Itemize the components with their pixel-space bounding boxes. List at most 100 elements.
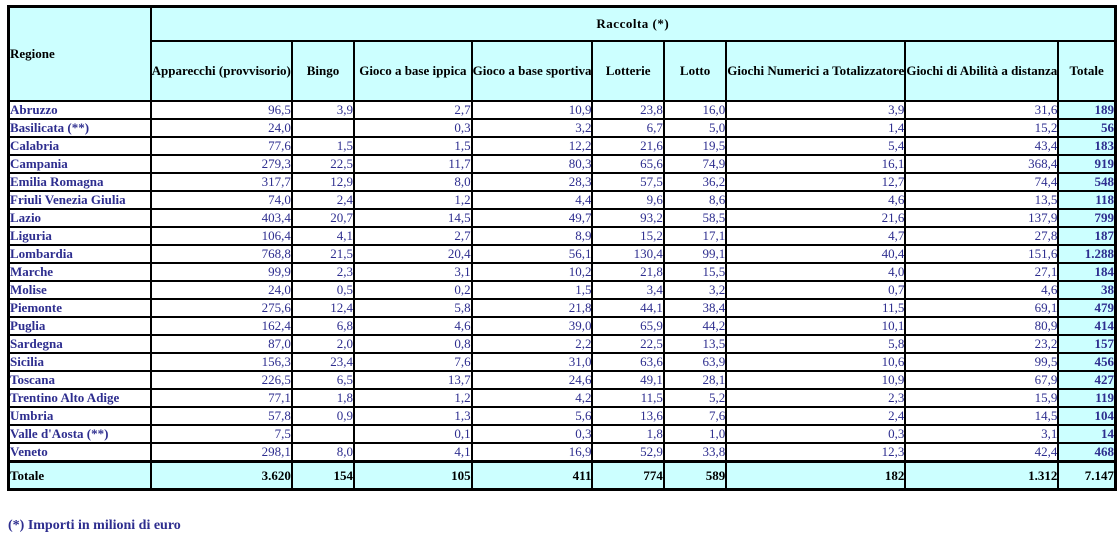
value-cell: 57,8 xyxy=(149,406,293,426)
value-cell: 10,6 xyxy=(725,352,907,372)
value-cell: 15,2 xyxy=(904,118,1060,138)
value-cell: 21,6 xyxy=(725,208,907,228)
table-row: Sardegna 87,0 2,0 0,8 2,2 22,5 13,5 5,8 23,2 157 xyxy=(7,334,1117,354)
value-cell: 16,0 xyxy=(662,100,728,120)
value-cell: 7,5 xyxy=(149,424,293,444)
table-row: Trentino Alto Adige 77,1 1,8 1,2 4,2 11,5 5,2 2… xyxy=(7,388,1117,408)
row-total-cell: 799 xyxy=(1057,208,1117,228)
value-cell: 23,2 xyxy=(904,334,1060,354)
region-name-cell: Piemonte xyxy=(7,298,152,318)
region-name-cell: Lombardia xyxy=(7,244,152,264)
value-cell: 49,1 xyxy=(591,370,665,390)
value-cell: 14,5 xyxy=(904,406,1060,426)
value-cell: 69,1 xyxy=(904,298,1060,318)
table-body: Abruzzo 96,5 3,9 2,7 10,9 23,8 16,0 3,9 31,6 189 B… xyxy=(7,100,1117,463)
value-cell: 6,7 xyxy=(591,118,665,138)
value-cell: 63,9 xyxy=(662,352,728,372)
row-total-cell: 56 xyxy=(1057,118,1117,138)
value-cell: 28,3 xyxy=(470,172,594,192)
table-row: Friuli Venezia Giulia 74,0 2,4 1,2 4,4 9,6 8,6… xyxy=(7,190,1117,210)
row-total-cell: 468 xyxy=(1057,442,1117,463)
value-cell: 44,1 xyxy=(591,298,665,318)
region-name-cell: Calabria xyxy=(7,136,152,156)
row-total-cell: 427 xyxy=(1057,370,1117,390)
value-cell: 4,1 xyxy=(353,442,473,463)
value-cell: 0,3 xyxy=(725,424,907,444)
table-row: Liguria 106,4 4,1 2,7 8,9 15,2 17,1 4,7 27,8 187 xyxy=(7,226,1117,246)
row-total-cell: 189 xyxy=(1057,100,1117,120)
region-name-cell: Molise xyxy=(7,280,152,300)
value-cell: 8,0 xyxy=(290,442,356,463)
value-cell: 4,6 xyxy=(904,280,1060,300)
value-cell: 0,5 xyxy=(290,280,356,300)
value-cell: 10,2 xyxy=(470,262,594,282)
grand-total-value-cell: 182 xyxy=(725,460,907,491)
value-cell: 12,4 xyxy=(290,298,356,318)
value-cell: 38,4 xyxy=(662,298,728,318)
value-cell xyxy=(290,424,356,444)
column-header-lotterie: Lotterie xyxy=(591,40,665,102)
row-total-cell: 187 xyxy=(1057,226,1117,246)
region-name-cell: Campania xyxy=(7,154,152,174)
value-cell xyxy=(290,118,356,138)
value-cell: 77,6 xyxy=(149,136,293,156)
row-total-cell: 1.288 xyxy=(1057,244,1117,264)
region-name-cell: Friuli Venezia Giulia xyxy=(7,190,152,210)
table-row: Valle d'Aosta (**) 7,5 0,1 0,3 1,8 1,0 0,3 3,1 1… xyxy=(7,424,1117,444)
region-name-cell: Toscana xyxy=(7,370,152,390)
region-name-cell: Marche xyxy=(7,262,152,282)
value-cell: 80,9 xyxy=(904,316,1060,336)
value-cell: 93,2 xyxy=(591,208,665,228)
value-cell: 63,6 xyxy=(591,352,665,372)
grand-total-value-cell: 774 xyxy=(591,460,665,491)
value-cell: 31,6 xyxy=(904,100,1060,120)
region-name-cell: Valle d'Aosta (**) xyxy=(7,424,152,444)
column-header-lotto: Lotto xyxy=(662,40,728,102)
value-cell: 52,9 xyxy=(591,442,665,463)
value-cell: 1,3 xyxy=(353,406,473,426)
value-cell: 0,2 xyxy=(353,280,473,300)
value-cell: 67,9 xyxy=(904,370,1060,390)
value-cell: 2,4 xyxy=(290,190,356,210)
raccolta-table: Regione Raccolta (*) Apparecchi (provvis… xyxy=(7,5,1117,491)
value-cell: 13,7 xyxy=(353,370,473,390)
value-cell: 6,5 xyxy=(290,370,356,390)
footnote: (*) Importi in milioni di euro xyxy=(8,518,181,533)
value-cell: 43,4 xyxy=(904,136,1060,156)
value-cell: 87,0 xyxy=(149,334,293,354)
value-cell: 40,4 xyxy=(725,244,907,264)
region-name-cell: Trentino Alto Adige xyxy=(7,388,152,408)
table-row: Lombardia 768,8 21,5 20,4 56,1 130,4 99,1 40,4 1… xyxy=(7,244,1117,264)
value-cell: 12,9 xyxy=(290,172,356,192)
value-cell: 4,2 xyxy=(470,388,594,408)
value-cell: 5,8 xyxy=(353,298,473,318)
table-header: Regione Raccolta (*) Apparecchi (provvis… xyxy=(7,5,1117,102)
value-cell: 21,8 xyxy=(470,298,594,318)
value-cell: 0,1 xyxy=(353,424,473,444)
value-cell: 106,4 xyxy=(149,226,293,246)
table-row: Puglia 162,4 6,8 4,6 39,0 65,9 44,2 10,1 80,9 414 xyxy=(7,316,1117,336)
value-cell: 1,5 xyxy=(353,136,473,156)
column-header-bingo: Bingo xyxy=(290,40,356,102)
value-cell: 21,8 xyxy=(591,262,665,282)
value-cell: 226,5 xyxy=(149,370,293,390)
grand-total-value-cell: 3.620 xyxy=(149,460,293,491)
grand-total-cell: 7.147 xyxy=(1057,460,1117,491)
value-cell: 317,7 xyxy=(149,172,293,192)
value-cell: 11,5 xyxy=(725,298,907,318)
column-header-row: Apparecchi (provvisorio) Bingo Gioco a b… xyxy=(9,40,1117,102)
value-cell: 39,0 xyxy=(470,316,594,336)
value-cell: 1,5 xyxy=(470,280,594,300)
column-header-apparecchi: Apparecchi (provvisorio) xyxy=(149,40,293,102)
row-total-cell: 919 xyxy=(1057,154,1117,174)
value-cell: 9,6 xyxy=(591,190,665,210)
value-cell: 31,0 xyxy=(470,352,594,372)
region-name-cell: Lazio xyxy=(7,208,152,228)
value-cell: 27,8 xyxy=(904,226,1060,246)
value-cell: 3,4 xyxy=(591,280,665,300)
value-cell: 1,8 xyxy=(591,424,665,444)
value-cell: 96,5 xyxy=(149,100,293,120)
value-cell: 42,4 xyxy=(904,442,1060,463)
value-cell: 77,1 xyxy=(149,388,293,408)
column-header-numerici: Giochi Numerici a Totalizzatore xyxy=(725,40,907,102)
